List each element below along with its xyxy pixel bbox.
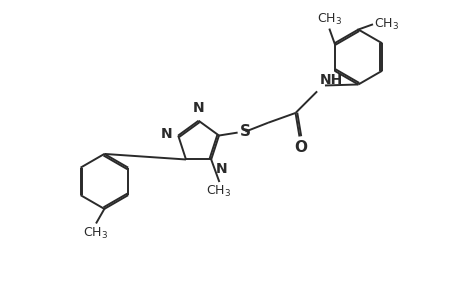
Text: CH$_3$: CH$_3$ xyxy=(83,226,108,241)
Text: O: O xyxy=(293,140,306,155)
Text: N: N xyxy=(192,101,204,115)
Text: CH$_3$: CH$_3$ xyxy=(206,184,231,199)
Text: N: N xyxy=(216,162,227,176)
Text: S: S xyxy=(239,124,250,139)
Text: NH: NH xyxy=(319,74,342,87)
Text: N: N xyxy=(160,127,172,141)
Text: CH$_3$: CH$_3$ xyxy=(373,17,398,32)
Text: CH$_3$: CH$_3$ xyxy=(316,11,341,27)
